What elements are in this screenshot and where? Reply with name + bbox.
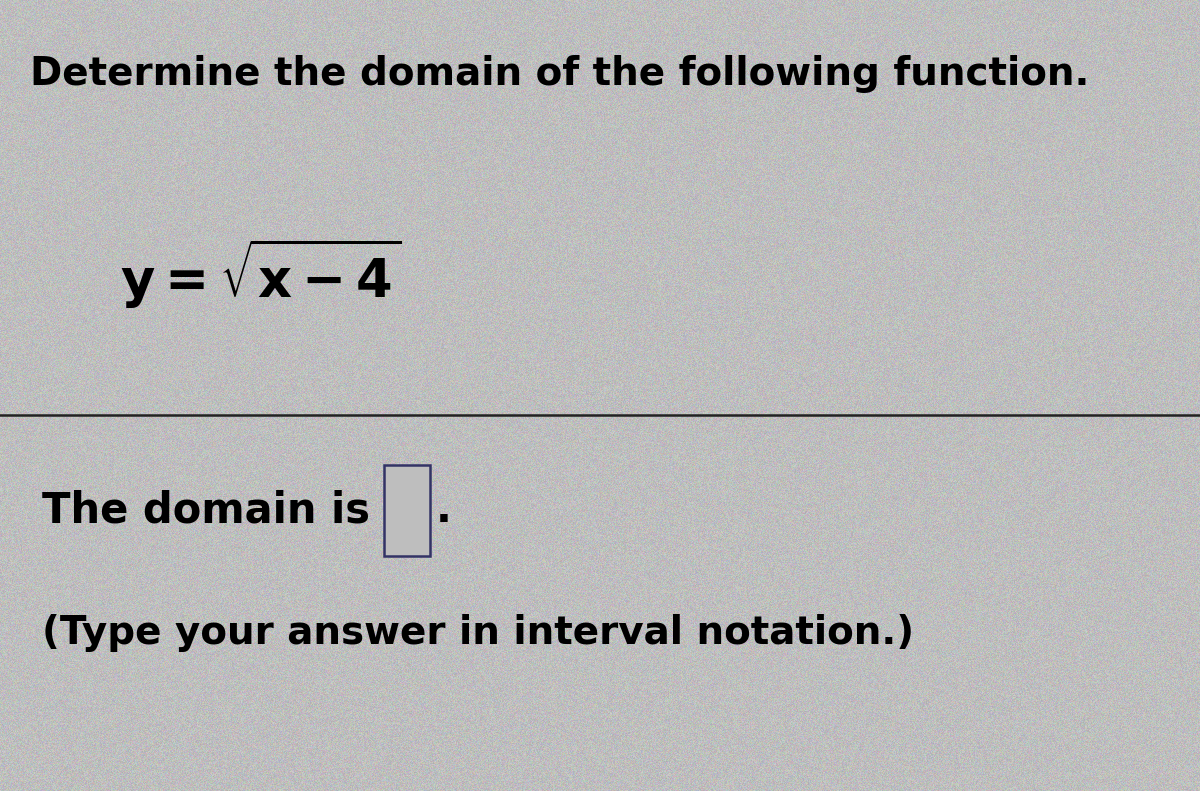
Text: Determine the domain of the following function.: Determine the domain of the following fu… [30, 55, 1090, 93]
Text: (Type your answer in interval notation.): (Type your answer in interval notation.) [42, 614, 914, 652]
Text: $\mathbf{y=\sqrt{x-4}}$: $\mathbf{y=\sqrt{x-4}}$ [120, 237, 401, 312]
Text: The domain is: The domain is [42, 489, 384, 532]
FancyBboxPatch shape [384, 465, 430, 555]
Text: .: . [436, 489, 451, 532]
